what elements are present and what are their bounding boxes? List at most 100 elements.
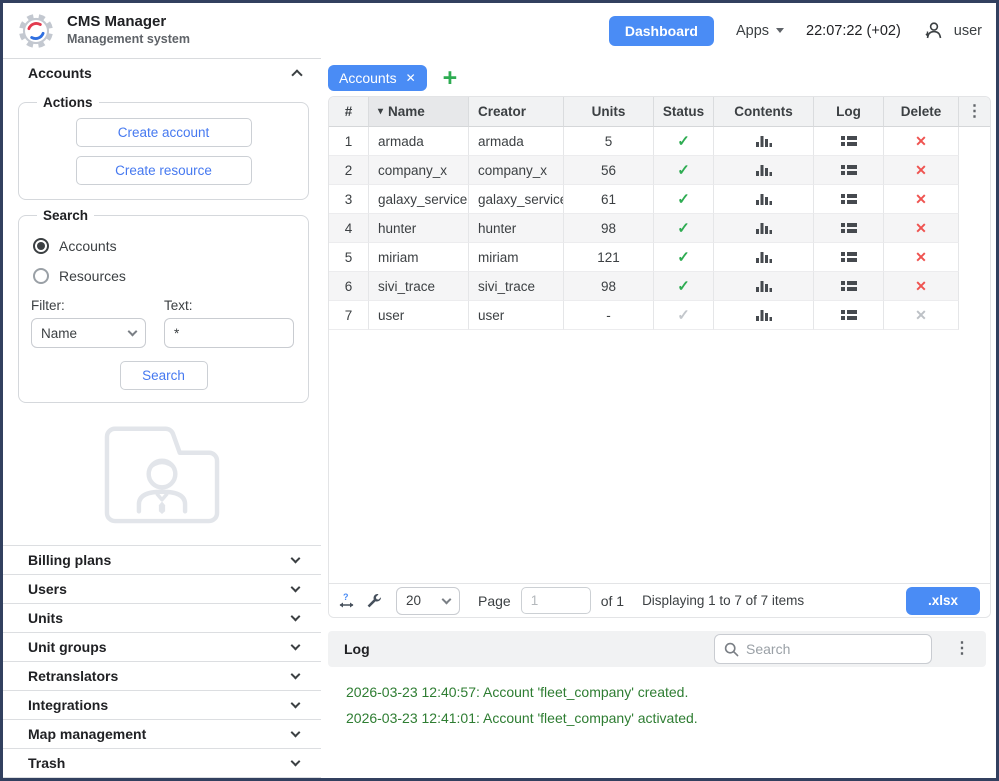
delete-button[interactable]: ✕ (884, 185, 959, 214)
table-row[interactable]: 2 company_x company_x 56 ✓ (329, 156, 990, 185)
table-row[interactable]: 4 hunter hunter 98 ✓ (329, 214, 990, 243)
column-header-log[interactable]: Log (814, 97, 884, 127)
sidebar-section-retranslators[interactable]: Retranslators (3, 661, 321, 690)
table-row[interactable]: 3 galaxy_service galaxy_service 61 ✓ (329, 185, 990, 214)
contents-button[interactable] (714, 127, 814, 156)
dashboard-button[interactable]: Dashboard (608, 15, 714, 46)
delete-button[interactable]: ✕ (884, 156, 959, 185)
cell-status: ✓ (654, 156, 714, 185)
column-header-num[interactable]: # (329, 97, 369, 127)
column-header-creator[interactable]: Creator (469, 97, 564, 127)
contents-button[interactable] (714, 301, 814, 330)
column-header-contents[interactable]: Contents (714, 97, 814, 127)
create-resource-button[interactable]: Create resource (75, 156, 252, 186)
log-search-box[interactable] (714, 634, 932, 664)
log-menu-kebab-icon[interactable]: ⋮ (954, 640, 970, 657)
table-settings-button[interactable]: ⋮ (959, 97, 990, 127)
status-check-icon: ✓ (677, 133, 690, 150)
log-button[interactable] (814, 272, 884, 301)
sidebar-section-users[interactable]: Users (3, 574, 321, 603)
autofit-columns-button[interactable]: ? (337, 592, 356, 610)
user-menu[interactable]: user (923, 20, 982, 41)
actions-legend: Actions (43, 95, 93, 111)
cell-creator: miriam (469, 243, 564, 272)
delete-x-icon: ✕ (915, 161, 927, 178)
column-header-delete[interactable]: Delete (884, 97, 959, 127)
sidebar-section-map-management[interactable]: Map management (3, 719, 321, 748)
page-size-value: 20 (406, 593, 422, 608)
username: user (953, 22, 982, 39)
radio-resources[interactable]: Resources (33, 268, 296, 285)
sidebar-item-accounts[interactable]: Accounts (3, 58, 321, 87)
sidebar-section-unit-groups[interactable]: Unit groups (3, 632, 321, 661)
sidebar-section-billing-plans[interactable]: Billing plans (3, 545, 321, 574)
cell-units: 5 (564, 127, 654, 156)
log-button[interactable] (814, 243, 884, 272)
create-account-button[interactable]: Create account (75, 118, 252, 148)
cell-name: hunter (369, 214, 469, 243)
export-xlsx-button[interactable]: .xlsx (905, 586, 980, 615)
table-row[interactable]: 6 sivi_trace sivi_trace 98 ✓ (329, 272, 990, 301)
table-empty-space (329, 330, 990, 583)
table-row[interactable]: 7 user user - ✓ (329, 301, 990, 330)
sidebar-section-trash[interactable]: Trash (3, 748, 321, 777)
filter-select-value: Name (41, 325, 78, 341)
user-icon (925, 22, 942, 39)
filter-select[interactable]: Name (31, 318, 146, 349)
delete-button[interactable]: ✕ (884, 272, 959, 301)
page-label: Page (478, 592, 511, 609)
delete-button[interactable]: ✕ (884, 301, 959, 330)
search-text-input[interactable] (164, 318, 294, 349)
page-number-input[interactable] (520, 587, 591, 614)
sidebar-section-integrations[interactable]: Integrations (3, 690, 321, 719)
delete-button[interactable]: ✕ (884, 127, 959, 156)
column-header-name[interactable]: ▾ Name (369, 97, 469, 127)
bar-chart-icon (755, 310, 772, 321)
table-settings-wrench-button[interactable] (366, 593, 382, 609)
table-row[interactable]: 5 miriam miriam 121 ✓ (329, 243, 990, 272)
tab-close-icon[interactable]: ✕ (405, 71, 416, 85)
column-header-units[interactable]: Units (564, 97, 654, 127)
sidebar-section-label: Users (28, 581, 67, 597)
chevron-down-icon (290, 698, 301, 709)
log-button[interactable] (814, 301, 884, 330)
delete-button[interactable]: ✕ (884, 243, 959, 272)
status-check-icon: ✓ (677, 278, 690, 295)
log-search-input[interactable] (746, 641, 922, 657)
chevron-down-icon (290, 669, 301, 680)
table-row[interactable]: 1 armada armada 5 ✓ (329, 127, 990, 156)
cell-units: 61 (564, 185, 654, 214)
cell-creator: galaxy_service (469, 185, 564, 214)
search-button[interactable]: Search (119, 361, 208, 391)
radio-accounts[interactable]: Accounts (33, 238, 296, 255)
log-entry: 2026-03-23 12:41:01: Account 'fleet_comp… (346, 710, 698, 726)
log-button[interactable] (814, 127, 884, 156)
log-button[interactable] (814, 214, 884, 243)
log-button[interactable] (814, 156, 884, 185)
cell-gutter (959, 301, 990, 330)
contents-button[interactable] (714, 185, 814, 214)
delete-button[interactable]: ✕ (884, 214, 959, 243)
contents-button[interactable] (714, 156, 814, 185)
sidebar-accounts-label: Accounts (28, 65, 92, 82)
sidebar-section-label: Map management (28, 726, 147, 742)
log-button[interactable] (814, 185, 884, 214)
contents-button[interactable] (714, 272, 814, 301)
delete-x-icon: ✕ (915, 132, 927, 149)
radio-accounts-label: Accounts (59, 238, 117, 255)
add-tab-button[interactable]: + (442, 63, 458, 92)
bar-chart-icon (755, 223, 772, 234)
contents-button[interactable] (714, 214, 814, 243)
list-icon (840, 136, 857, 146)
filter-label: Filter: (31, 298, 65, 314)
sidebar-section-units[interactable]: Units (3, 603, 321, 632)
list-icon (840, 310, 857, 320)
column-header-status[interactable]: Status (654, 97, 714, 127)
page-size-select[interactable]: 20 (396, 586, 460, 615)
sidebar-section-label: Unit groups (28, 639, 107, 655)
contents-button[interactable] (714, 243, 814, 272)
tab-accounts[interactable]: Accounts ✕ (328, 65, 427, 91)
apps-menu[interactable]: Apps (736, 23, 785, 39)
sidebar-section-label: Integrations (28, 697, 109, 713)
chevron-down-icon (290, 756, 301, 767)
